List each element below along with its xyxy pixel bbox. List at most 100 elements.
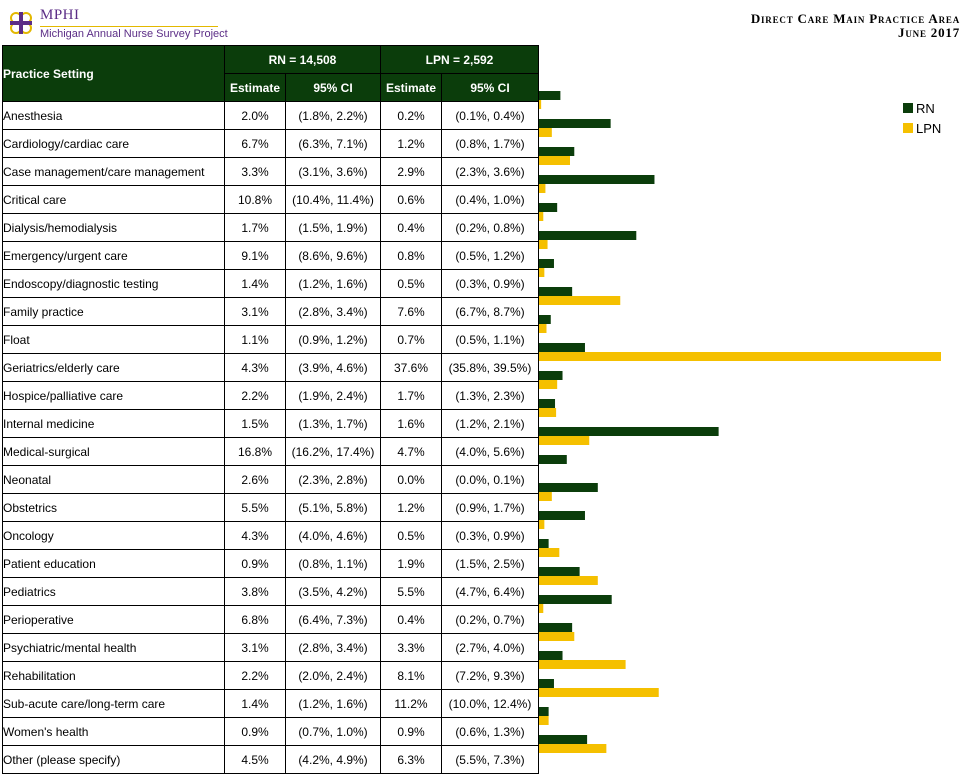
report-title-main: Direct Care Main Practice Area [750, 11, 960, 26]
lpn-ci-cell: (0.0%, 0.1%) [441, 465, 539, 494]
lpn-group-header: LPN = 2,592 [380, 45, 539, 74]
lpn-estimate-cell: 37.6% [380, 353, 442, 382]
rn-ci-cell: (3.1%, 3.6%) [285, 157, 381, 186]
legend-swatch-rn [903, 103, 913, 113]
rn-ci-cell: (0.9%, 1.2%) [285, 325, 381, 354]
rn-estimate-cell: 1.5% [224, 409, 286, 438]
lpn-estimate-cell: 0.5% [380, 269, 442, 298]
setting-cell: Cardiology/cardiac care [2, 129, 225, 158]
rn-estimate-cell: 2.2% [224, 661, 286, 690]
bar-lpn-19 [539, 632, 575, 641]
bar-rn-1 [539, 119, 611, 128]
bar-chart [538, 87, 941, 759]
bar-lpn-11 [539, 408, 557, 417]
lpn-estimate-cell: 1.9% [380, 549, 442, 578]
table-row: Perioperative 6.8% (6.4%, 7.3%) 0.4% (0.2%, … [2, 605, 539, 634]
rn-group-header: RN = 14,508 [224, 45, 381, 74]
bar-rn-22 [539, 707, 549, 716]
rn-estimate-cell: 1.7% [224, 213, 286, 242]
table-row: Family practice 3.1% (2.8%, 3.4%) 7.6% (6.7%… [2, 297, 539, 326]
setting-cell: Neonatal [2, 465, 225, 494]
lpn-ci-cell: (35.8%, 39.5%) [441, 353, 539, 382]
table-row: Rehabilitation 2.2% (2.0%, 2.4%) 8.1% (7.2%,… [2, 661, 539, 690]
lpn-estimate-cell: 0.7% [380, 325, 442, 354]
logo-subtitle: Michigan Annual Nurse Survey Project [40, 28, 228, 40]
lpn-ci-cell: (1.2%, 2.1%) [441, 409, 539, 438]
bar-lpn-17 [539, 576, 598, 585]
rn-ci-cell: (16.2%, 17.4%) [285, 437, 381, 466]
bar-rn-10 [539, 371, 563, 380]
rn-ci-cell: (1.2%, 1.6%) [285, 269, 381, 298]
bar-rn-18 [539, 595, 612, 604]
rn-estimate-cell: 1.4% [224, 689, 286, 718]
rn-ci-cell: (2.3%, 2.8%) [285, 465, 381, 494]
rn-estimate-cell: 2.0% [224, 101, 286, 130]
lpn-ci-cell: (1.3%, 2.3%) [441, 381, 539, 410]
bar-rn-0 [539, 91, 561, 100]
rn-estimate-cell: 1.1% [224, 325, 286, 354]
rn-ci-cell: (1.5%, 1.9%) [285, 213, 381, 242]
setting-cell: Dialysis/hemodialysis [2, 213, 225, 242]
rn-estimate-cell: 2.6% [224, 465, 286, 494]
lpn-estimate-cell: 0.5% [380, 521, 442, 550]
lpn-estimate-cell: 0.4% [380, 605, 442, 634]
table-row: Patient education 0.9% (0.8%, 1.1%) 1.9% (1.… [2, 549, 539, 578]
rn-ci-cell: (6.3%, 7.1%) [285, 129, 381, 158]
bar-rn-14 [539, 483, 598, 492]
table-row: Critical care 10.8% (10.4%, 11.4%) 0.6% (0.4… [2, 185, 539, 214]
lpn-ci-cell: (7.2%, 9.3%) [441, 661, 539, 690]
lpn-estimate-cell: 1.2% [380, 129, 442, 158]
bar-rn-4 [539, 203, 558, 212]
legend-swatch-lpn [903, 123, 913, 133]
logo-title: MPHI [40, 7, 80, 23]
rn-ci-cell: (6.4%, 7.3%) [285, 605, 381, 634]
table-row: Psychiatric/mental health 3.1% (2.8%, 3.4%… [2, 633, 539, 662]
bar-rn-5 [539, 231, 637, 240]
setting-cell: Pediatrics [2, 577, 225, 606]
rn-ci-cell: (8.6%, 9.6%) [285, 241, 381, 270]
bar-rn-7 [539, 287, 573, 296]
bar-rn-19 [539, 623, 573, 632]
setting-cell: Geriatrics/elderly care [2, 353, 225, 382]
bar-rn-23 [539, 735, 588, 744]
bar-rn-12 [539, 427, 719, 436]
table-row: Geriatrics/elderly care 4.3% (3.9%, 4.6%) 3… [2, 353, 539, 382]
table-row: Obstetrics 5.5% (5.1%, 5.8%) 1.2% (0.9%, 1.7… [2, 493, 539, 522]
setting-cell: Obstetrics [2, 493, 225, 522]
bar-rn-16 [539, 539, 549, 548]
setting-cell: Float [2, 325, 225, 354]
bar-lpn-1 [539, 128, 552, 137]
lpn-ci-cell: (2.7%, 4.0%) [441, 633, 539, 662]
rn-ci-cell: (1.2%, 1.6%) [285, 689, 381, 718]
rn-estimate-cell: 0.9% [224, 549, 286, 578]
bar-lpn-10 [539, 380, 558, 389]
lpn-ci-cell: (0.8%, 1.7%) [441, 129, 539, 158]
table-row: Emergency/urgent care 9.1% (8.6%, 9.6%) 0.8… [2, 241, 539, 270]
lpn-estimate-cell: 0.4% [380, 213, 442, 242]
lpn-ci-cell: (0.5%, 1.2%) [441, 241, 539, 270]
lpn-estimate-cell: 11.2% [380, 689, 442, 718]
rn-estimate-header: Estimate [224, 73, 286, 102]
rn-estimate-cell: 2.2% [224, 381, 286, 410]
rn-estimate-cell: 3.1% [224, 633, 286, 662]
lpn-estimate-cell: 1.6% [380, 409, 442, 438]
lpn-ci-cell: (0.2%, 0.7%) [441, 605, 539, 634]
bar-lpn-14 [539, 492, 552, 501]
lpn-ci-cell: (6.7%, 8.7%) [441, 297, 539, 326]
lpn-ci-cell: (2.3%, 3.6%) [441, 157, 539, 186]
bar-lpn-4 [539, 212, 544, 221]
bar-lpn-16 [539, 548, 560, 557]
setting-cell: Anesthesia [2, 101, 225, 130]
rn-estimate-cell: 0.9% [224, 717, 286, 746]
lpn-estimate-cell: 0.6% [380, 185, 442, 214]
bar-lpn-5 [539, 240, 548, 249]
practice-setting-header: Practice Setting [2, 45, 225, 102]
bar-lpn-6 [539, 268, 545, 277]
lpn-estimate-cell: 5.5% [380, 577, 442, 606]
bar-rn-17 [539, 567, 580, 576]
lpn-estimate-cell: 0.8% [380, 241, 442, 270]
legend-label-rn: RN [916, 100, 935, 116]
lpn-estimate-cell: 0.2% [380, 101, 442, 130]
lpn-ci-cell: (0.3%, 0.9%) [441, 521, 539, 550]
report-title-date: June 2017 [898, 25, 960, 40]
